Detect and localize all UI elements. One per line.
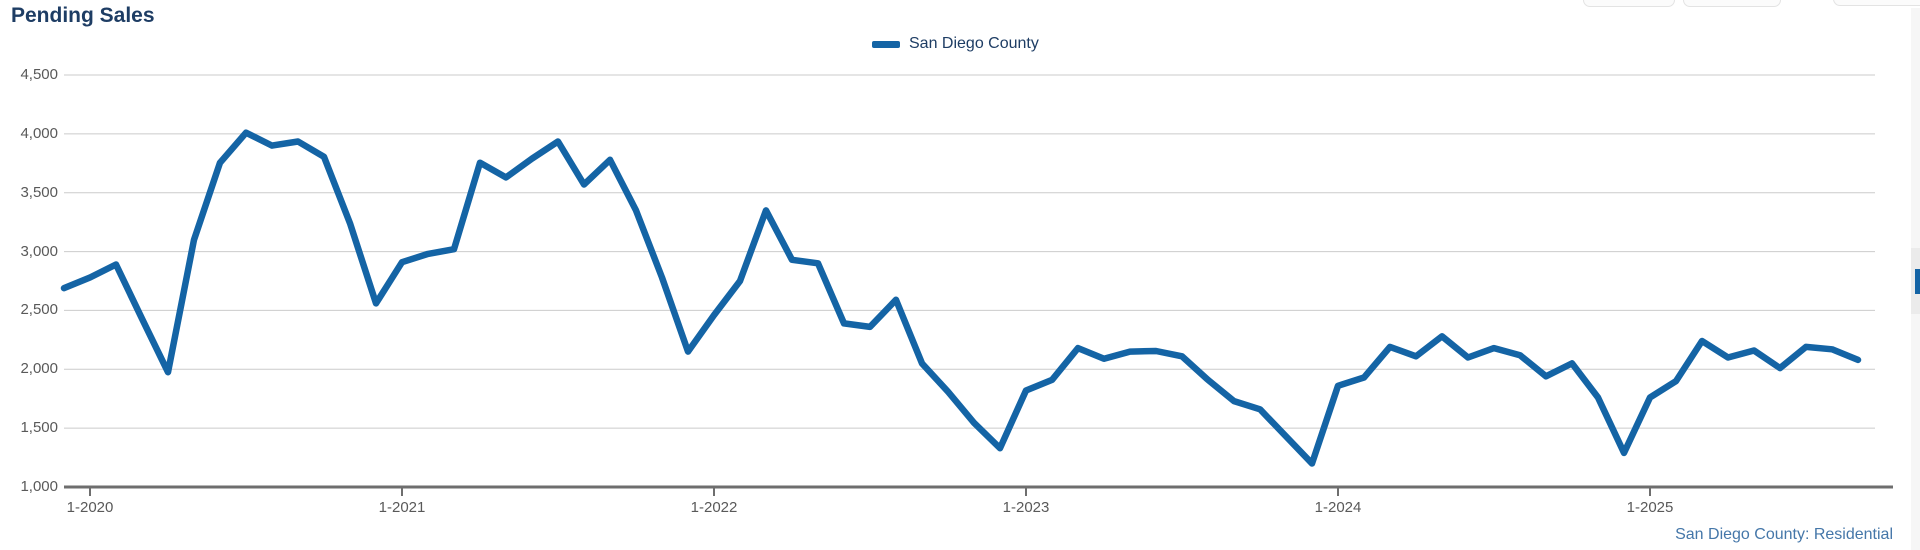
y-tick-label: 1,500 — [20, 419, 58, 437]
x-tick-label: 1-2021 — [378, 499, 426, 516]
legend-label: San Diego County — [909, 35, 1039, 52]
y-tick-label: 2,500 — [20, 301, 58, 319]
x-tick-label: 1-2022 — [690, 499, 738, 516]
x-tick-label: 1-2024 — [1314, 499, 1362, 516]
chart-source-note: San Diego County: Residential — [1675, 526, 1893, 543]
legend-line-marker-icon — [872, 40, 900, 48]
y-tick-label: 4,000 — [20, 124, 58, 142]
y-tick-label: 2,000 — [20, 360, 58, 378]
y-tick-label: 3,000 — [20, 242, 58, 260]
legend-item-san-diego-county[interactable]: San Diego County — [872, 33, 1039, 55]
cutoff-toolbar-button-1[interactable] — [1583, 0, 1675, 7]
vertical-scrollbar[interactable] — [1911, 8, 1920, 550]
x-tick-label: 1-2023 — [1002, 499, 1050, 516]
x-tick-label: 1-2020 — [66, 499, 114, 516]
y-tick-label: 3,500 — [20, 183, 58, 201]
y-tick-label: 4,500 — [20, 66, 58, 83]
scrollbar-thumb-icon[interactable] — [1915, 269, 1920, 294]
cutoff-toolbar-button-2[interactable] — [1683, 0, 1781, 7]
cutoff-toolbar-button-3[interactable] — [1833, 0, 1920, 6]
y-tick-label: 1,000 — [20, 478, 58, 495]
pending-sales-line — [60, 129, 1862, 467]
x-tick-label: 1-2025 — [1626, 499, 1674, 516]
page-title: Pending Sales — [11, 4, 155, 27]
